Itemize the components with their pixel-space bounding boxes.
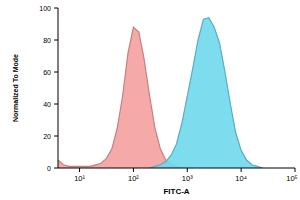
- y-tick: [54, 168, 58, 169]
- area-fill: [58, 27, 187, 168]
- y-tick: [54, 104, 58, 105]
- x-tick-label: 10⁴: [235, 174, 247, 183]
- x-axis-label: FITC-A: [163, 187, 189, 196]
- x-tick-label: 10¹: [74, 174, 85, 183]
- y-tick: [54, 72, 58, 73]
- y-tick-label: 40: [43, 101, 51, 108]
- plot-area: [58, 18, 263, 168]
- y-tick-label: 80: [43, 37, 51, 44]
- y-axis-label: Normalized To Mode: [12, 54, 19, 122]
- y-tick-label: 0: [47, 165, 51, 172]
- y-tick: [54, 8, 58, 9]
- y-tick: [54, 40, 58, 41]
- x-tick: [133, 168, 134, 172]
- x-tick: [241, 168, 242, 172]
- series-line: [58, 27, 187, 168]
- y-tick: [54, 136, 58, 137]
- x-tick-label: 10²: [128, 174, 139, 183]
- x-tick-label: 10³: [182, 174, 193, 183]
- x-tick: [295, 168, 296, 172]
- y-tick-label: 20: [43, 133, 51, 140]
- series-line: [150, 18, 263, 168]
- y-tick-label: 60: [43, 69, 51, 76]
- x-axis-line: [58, 168, 295, 169]
- chart: 0 20 40 60 80 100 10¹ 10² 10³ 10⁴ 10⁵ FITC-A Normali…: [0, 0, 300, 200]
- y-axis-line: [58, 8, 59, 168]
- x-tick: [79, 168, 80, 172]
- area-fill: [150, 18, 263, 168]
- y-tick-label: 100: [39, 5, 51, 12]
- x-tick-label: 10⁵: [286, 174, 297, 183]
- x-tick: [187, 168, 188, 172]
